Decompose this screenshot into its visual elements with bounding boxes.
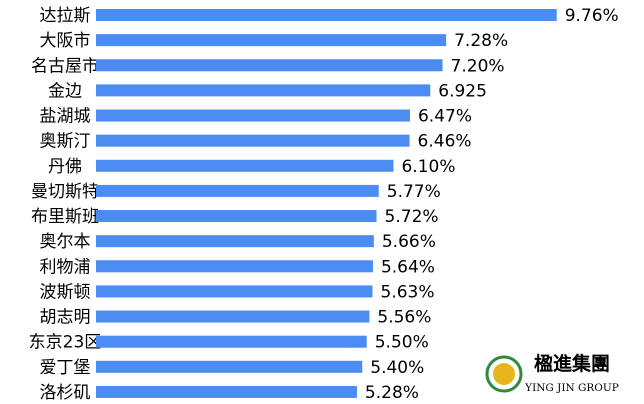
value-label: 6.46% xyxy=(418,132,472,152)
bar xyxy=(96,210,377,223)
value-label: 7.20% xyxy=(451,56,505,76)
value-label: 7.28% xyxy=(454,31,508,51)
bar xyxy=(96,360,363,373)
category-label: 大阪市 xyxy=(40,31,91,51)
bar xyxy=(96,184,379,197)
category-label: 达拉斯 xyxy=(40,6,91,26)
category-label: 爱丁堡 xyxy=(40,358,91,378)
category-label: 名古屋市 xyxy=(31,56,99,76)
value-label: 5.40% xyxy=(370,358,424,378)
logo-core xyxy=(493,363,515,385)
category-label: 利物浦 xyxy=(40,257,91,277)
value-label: 5.28% xyxy=(365,383,419,403)
category-label: 波斯顿 xyxy=(40,282,91,302)
value-label: 9.76% xyxy=(565,6,619,26)
bar xyxy=(96,235,374,248)
category-label: 胡志明 xyxy=(40,308,91,328)
logo: 楹進集團 YING JIN GROUP xyxy=(485,352,619,394)
bar xyxy=(96,59,443,72)
bar xyxy=(96,335,367,348)
logo-name: 楹進集團 xyxy=(534,352,610,375)
bar xyxy=(96,310,370,323)
category-label: 曼切斯特 xyxy=(31,182,99,202)
value-label: 5.66% xyxy=(382,232,436,252)
value-label: 5.72% xyxy=(385,207,439,227)
category-label: 奥斯汀 xyxy=(40,132,91,152)
category-label: 东京23区 xyxy=(29,333,102,353)
category-label: 丹佛 xyxy=(48,157,82,177)
value-label: 6.10% xyxy=(401,157,455,177)
value-label: 6.47% xyxy=(418,107,472,127)
value-label: 5.77% xyxy=(387,182,441,202)
category-label: 布里斯班 xyxy=(31,207,99,227)
bar xyxy=(96,159,394,172)
category-label: 洛杉矶 xyxy=(40,383,91,403)
value-label: 5.64% xyxy=(381,257,435,277)
category-label: 盐湖城 xyxy=(40,107,91,127)
bar xyxy=(96,84,431,97)
bar xyxy=(96,285,373,298)
bar xyxy=(96,260,373,273)
value-label: 5.63% xyxy=(381,282,435,302)
logo-subtitle: YING JIN GROUP xyxy=(524,382,619,394)
bar xyxy=(96,9,557,21)
bar xyxy=(96,134,410,147)
bar xyxy=(96,385,357,398)
value-label: 5.56% xyxy=(377,308,431,328)
bar xyxy=(96,109,410,122)
bar xyxy=(96,34,447,47)
category-label: 金边 xyxy=(48,81,82,101)
category-label: 奥尔本 xyxy=(40,232,91,252)
value-label: 6.925 xyxy=(438,81,487,101)
value-label: 5.50% xyxy=(375,333,429,353)
